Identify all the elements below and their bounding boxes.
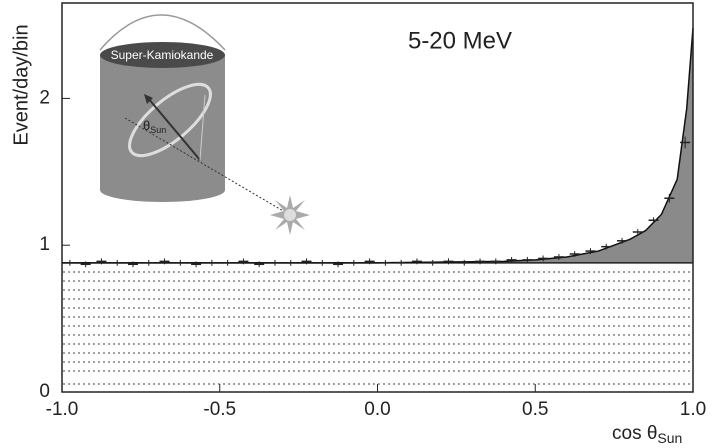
- y-tick-label: 0: [39, 381, 50, 402]
- y-tick-label: 2: [39, 87, 50, 108]
- x-tick-label: -0.5: [203, 399, 236, 420]
- inset-angle-label: θSun: [143, 118, 166, 135]
- x-tick-label: -1.0: [46, 399, 79, 420]
- x-label-main: cos θ: [612, 423, 657, 444]
- inset-angle-sub: Sun: [150, 125, 166, 135]
- x-tick-label: 1.0: [680, 399, 706, 420]
- x-tick-label: 0.5: [522, 399, 548, 420]
- annotation: 5-20 MeV: [408, 27, 512, 54]
- x-tick-label: 0.0: [364, 399, 390, 420]
- inset-angle: θ: [143, 118, 150, 133]
- y-axis-label: Event/day/bin: [10, 24, 32, 145]
- inset-label: Super-Kamiokande: [111, 48, 214, 62]
- background-hatching: [63, 271, 692, 385]
- inset: Super-Kamiokande θSun: [99, 14, 310, 235]
- x-axis-label: cos θSun: [612, 423, 682, 446]
- y-tick-label: 1: [39, 234, 50, 255]
- x-label-sub: Sun: [657, 430, 682, 446]
